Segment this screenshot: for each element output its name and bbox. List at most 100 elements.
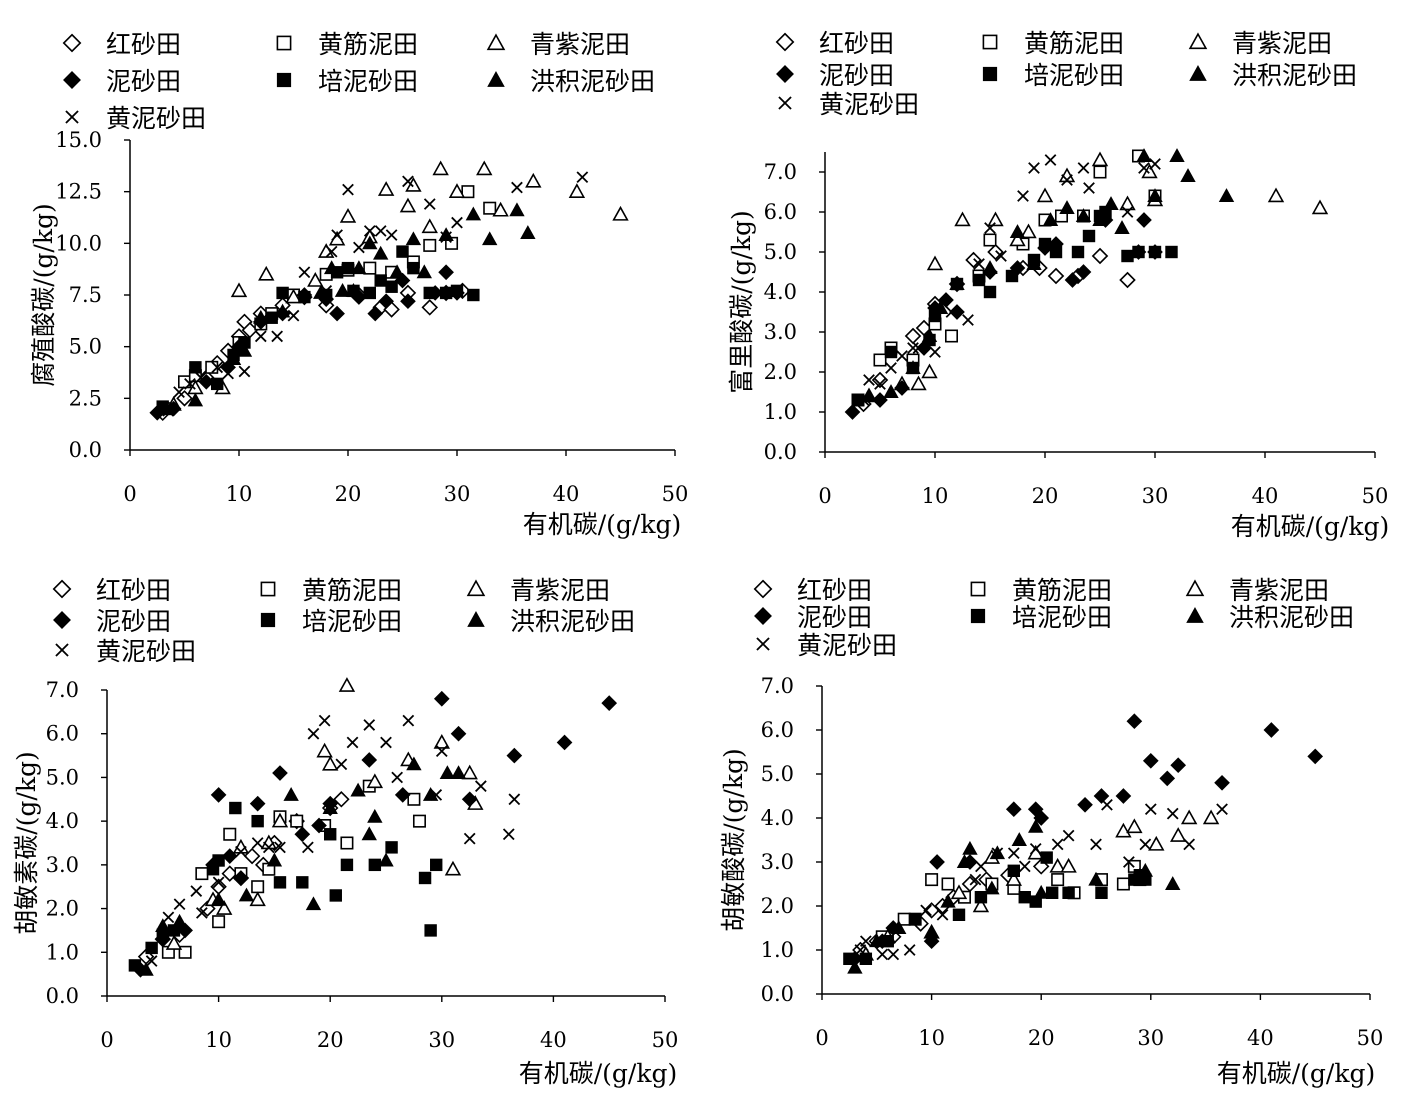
data-point bbox=[380, 736, 392, 749]
data-point bbox=[385, 280, 398, 293]
data-point bbox=[894, 380, 910, 396]
y-tick-label: 7.0 bbox=[46, 678, 79, 702]
data-point bbox=[184, 378, 196, 390]
data-point bbox=[210, 891, 227, 906]
data-point bbox=[363, 286, 377, 300]
y-tick-label: 0.0 bbox=[69, 438, 102, 462]
data-point bbox=[467, 288, 480, 302]
y-axis-label: 胡敏酸碳/(g/kg) bbox=[719, 748, 748, 932]
data-point bbox=[173, 386, 185, 398]
series-青紫泥田 bbox=[857, 809, 1220, 961]
data-point bbox=[178, 945, 192, 959]
data-point bbox=[1038, 237, 1052, 251]
legend-marker bbox=[970, 608, 986, 624]
data-point bbox=[273, 876, 287, 889]
legend-label: 洪积泥砂田 bbox=[1232, 61, 1357, 90]
series-黄泥砂田 bbox=[857, 154, 1161, 406]
data-point bbox=[1011, 832, 1027, 846]
data-point bbox=[1005, 801, 1022, 818]
data-point bbox=[461, 185, 475, 199]
data-point bbox=[345, 282, 362, 297]
x-tick-label: 10 bbox=[918, 1026, 945, 1050]
data-point bbox=[236, 342, 253, 357]
data-point bbox=[1075, 208, 1092, 222]
data-point bbox=[884, 345, 898, 359]
data-point bbox=[212, 854, 225, 867]
x-tick-label: 30 bbox=[444, 482, 471, 506]
data-point bbox=[1267, 187, 1285, 203]
legend-label: 黄筋泥田 bbox=[1024, 29, 1124, 58]
data-point bbox=[1009, 231, 1026, 247]
data-point bbox=[1183, 838, 1196, 851]
x-tick-label: 50 bbox=[662, 482, 689, 506]
data-point bbox=[362, 235, 378, 250]
data-point bbox=[1040, 851, 1053, 864]
data-point bbox=[941, 877, 955, 891]
y-tick-label: 5.0 bbox=[46, 765, 79, 789]
data-point bbox=[373, 245, 389, 260]
x-axis-label: 有机碳/(g/kg) bbox=[523, 510, 682, 539]
data-point bbox=[171, 913, 188, 928]
data-point bbox=[1061, 174, 1073, 186]
data-point bbox=[1132, 245, 1145, 259]
data-point bbox=[335, 758, 348, 771]
data-point bbox=[433, 690, 450, 707]
y-tick-label: 5.0 bbox=[764, 240, 797, 264]
data-point bbox=[145, 955, 158, 967]
data-point bbox=[272, 765, 288, 781]
data-point bbox=[474, 780, 487, 793]
data-point bbox=[863, 374, 875, 386]
data-point bbox=[258, 265, 275, 281]
legend-item: 青紫泥田 bbox=[466, 576, 610, 605]
series-洪积泥砂田 bbox=[155, 202, 536, 415]
legend-label: 培泥砂田 bbox=[302, 607, 402, 636]
legend-marker bbox=[52, 579, 72, 599]
data-point bbox=[305, 896, 322, 911]
data-point bbox=[329, 305, 345, 322]
x-tick-label: 10 bbox=[205, 1028, 232, 1052]
data-point bbox=[438, 264, 454, 281]
data-point bbox=[1136, 148, 1152, 162]
data-point bbox=[1062, 829, 1075, 842]
legend-marker bbox=[487, 71, 505, 87]
data-point bbox=[424, 924, 437, 937]
y-tick-label: 1.0 bbox=[764, 400, 797, 424]
data-point bbox=[873, 353, 887, 367]
data-point bbox=[1033, 810, 1050, 826]
data-point bbox=[211, 361, 224, 374]
data-point bbox=[1169, 148, 1185, 162]
y-tick-label: 4.0 bbox=[761, 806, 794, 830]
data-point bbox=[1170, 757, 1187, 774]
data-point bbox=[194, 371, 207, 384]
data-point bbox=[1045, 886, 1059, 899]
data-point bbox=[1064, 272, 1081, 288]
data-point bbox=[1092, 212, 1108, 226]
data-point bbox=[190, 885, 203, 897]
data-point bbox=[238, 365, 251, 378]
data-point bbox=[1028, 162, 1040, 174]
data-point bbox=[1091, 151, 1109, 167]
data-point bbox=[1139, 838, 1152, 851]
x-tick-label: 10 bbox=[922, 484, 949, 508]
data-point bbox=[402, 714, 415, 727]
data-point bbox=[324, 828, 337, 841]
data-point bbox=[1138, 162, 1150, 174]
data-point bbox=[1311, 199, 1329, 215]
legend-label: 青紫泥田 bbox=[1232, 29, 1332, 58]
data-point bbox=[483, 201, 497, 215]
y-tick-label: 7.0 bbox=[761, 674, 794, 698]
legend-label: 泥砂田 bbox=[96, 607, 171, 636]
x-tick-label: 20 bbox=[1032, 484, 1059, 508]
data-point bbox=[1005, 269, 1019, 283]
legend-marker bbox=[754, 607, 772, 625]
series-黄泥砂田 bbox=[145, 714, 521, 967]
data-point bbox=[859, 952, 873, 965]
data-point bbox=[296, 876, 309, 889]
series-泥砂田 bbox=[132, 690, 618, 978]
legend-label: 青紫泥田 bbox=[510, 576, 610, 605]
data-point bbox=[432, 160, 449, 176]
data-point bbox=[430, 858, 443, 872]
legend-label: 青紫泥田 bbox=[1229, 576, 1329, 605]
data-point bbox=[243, 847, 261, 865]
